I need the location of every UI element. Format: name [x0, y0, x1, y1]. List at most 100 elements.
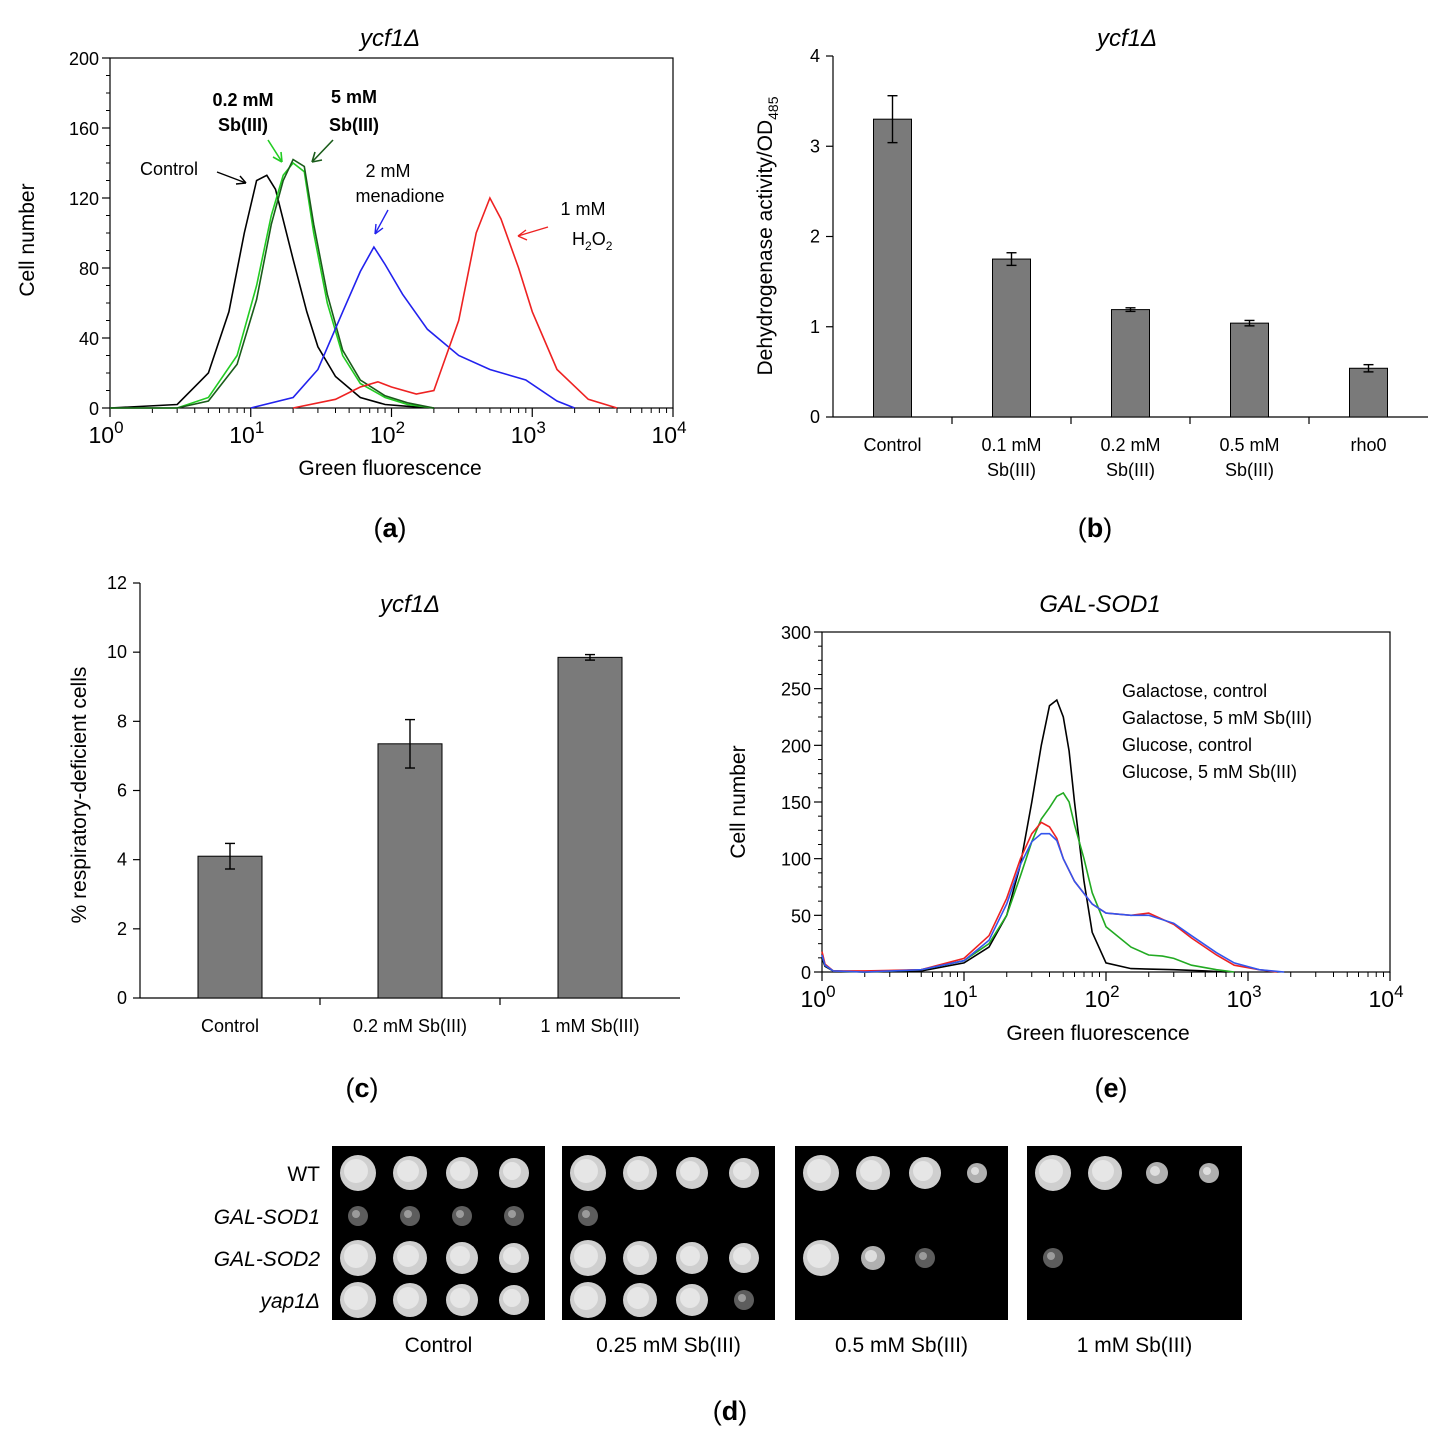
panel-a-letter: a: [382, 513, 398, 543]
y-tick-label: 10: [107, 642, 127, 662]
colony-spot: [1043, 1248, 1063, 1268]
panel-label-e: (e): [1094, 1073, 1127, 1103]
colony-spot-highlight: [574, 1286, 598, 1310]
panel-e-title: GAL-SOD1: [1039, 591, 1160, 618]
arrow-h2o2: [517, 226, 549, 237]
bar: [1349, 367, 1388, 418]
category-label: 0.1 mM: [981, 435, 1041, 455]
colony-spot-highlight: [680, 1288, 700, 1308]
colony-spot: [452, 1206, 472, 1226]
colony-spot-highlight: [919, 1252, 927, 1260]
condition-label: 0.25 mM Sb(III): [596, 1334, 741, 1357]
strain-label: WT: [287, 1163, 320, 1186]
arrowhead-5mM: [311, 151, 323, 163]
panel-c: ycf1Δ 0 2 4 6 8 10 12 Control 0.2 mM Sb(III) 1 m…: [68, 573, 680, 1103]
arrow-0.2mM: [267, 139, 283, 163]
panel-a-xlabel: Green fluorescence: [298, 457, 481, 480]
colony-spot-highlight: [574, 1159, 598, 1183]
arrowhead-menadione: [374, 223, 384, 235]
panel-e: GAL-SOD1 0 50 100 150 200 250 300 100 101 102 103…: [727, 591, 1404, 1103]
category-label: 0.2 mM Sb(III): [353, 1016, 467, 1036]
y-tick-label: 80: [79, 259, 99, 279]
arrowhead-h2o2: [517, 229, 528, 241]
y-tick-label: 120: [69, 189, 99, 209]
series-line-1-mm-h2o2: [292, 196, 618, 409]
y-tick-label: 100: [781, 850, 811, 870]
category-label: Sb(III): [987, 460, 1036, 480]
condition-label: 1 mM Sb(III): [1077, 1334, 1193, 1357]
x-tick-label: 100: [800, 982, 835, 1012]
colony-spot-highlight: [627, 1245, 649, 1267]
bar: [557, 656, 623, 999]
panel-label-b: (b): [1078, 513, 1113, 543]
panel-b-ylabel: Dehydrogenase activity/OD485: [754, 96, 781, 375]
colony-spot-highlight: [733, 1162, 751, 1180]
colony-spot-highlight: [397, 1160, 419, 1182]
panel-b-title: ycf1Δ: [1095, 25, 1157, 52]
panel-a: ycf1Δ 0 40 80 120 160 200 100 101 102 103 104 Gre…: [16, 25, 687, 543]
y-tick-label: 0: [117, 988, 127, 1008]
panel-b-letter: b: [1087, 513, 1104, 543]
category-label: Control: [201, 1016, 259, 1036]
y-tick-label: 200: [69, 49, 99, 69]
y-tick-label: 8: [117, 711, 127, 731]
colony-spot-highlight: [1150, 1166, 1160, 1176]
x-tick-label: 103: [511, 418, 546, 448]
panel-a-close: ): [398, 513, 407, 543]
series-line-glucose-control: [821, 821, 1278, 973]
legend-entry: Galactose, control: [1122, 681, 1267, 701]
colony-spot: [348, 1206, 368, 1226]
y-tick-label: 4: [117, 850, 127, 870]
colony-spot: [578, 1206, 598, 1226]
arrow-control: [216, 171, 247, 184]
panel-a-title: ycf1Δ: [358, 25, 420, 52]
y-tick-label: 0: [810, 407, 820, 427]
colony-spot-highlight: [450, 1288, 470, 1308]
colony-spot-highlight: [344, 1159, 368, 1183]
panel-d-close: ): [738, 1396, 747, 1426]
arrow-5mM: [311, 139, 334, 163]
colony-spot-highlight: [397, 1287, 419, 1309]
colony-spot-highlight: [1039, 1159, 1063, 1183]
colony-spot-highlight: [574, 1244, 598, 1268]
colony-spot: [915, 1248, 935, 1268]
y-tick-label: 1: [810, 317, 820, 337]
panel-b-ylabel-text: Dehydrogenase activity/OD: [754, 120, 777, 376]
h2o2-sub2: 2: [606, 239, 613, 253]
series-line-glucose-5-mm-sb-iii-: [821, 832, 1285, 973]
bar: [992, 258, 1031, 418]
panel-b: ycf1Δ 0 1 2 3 4 Control 0.1 mM Sb(III) 0.2 mM Sb…: [754, 25, 1428, 543]
y-tick-label: 2: [117, 919, 127, 939]
colony-spot-highlight: [508, 1210, 516, 1218]
x-tick-label: 103: [1226, 982, 1261, 1012]
panel-c-ylabel: % respiratory-deficient cells: [68, 667, 91, 924]
arrow-menadione: [374, 209, 389, 235]
panel-a-frame: [109, 57, 674, 409]
colony-spot-highlight: [503, 1162, 521, 1180]
colony-spot-highlight: [680, 1161, 700, 1181]
x-tick-label: 101: [229, 418, 264, 448]
annotation-h2o2-line1: 1 mM: [561, 199, 606, 219]
panel-c-title: ycf1Δ: [378, 591, 440, 618]
category-label: 1 mM Sb(III): [540, 1016, 639, 1036]
colony-spot-highlight: [860, 1160, 882, 1182]
panel-e-open: (: [1094, 1073, 1103, 1103]
panel-label-a: (a): [373, 513, 406, 543]
colony-spot: [400, 1206, 420, 1226]
strain-label: GAL-SOD2: [214, 1248, 321, 1271]
colony-spot-highlight: [582, 1210, 590, 1218]
bar: [197, 855, 263, 999]
panel-e-xlabel: Green fluorescence: [1006, 1022, 1189, 1045]
panel-d-letter: d: [722, 1396, 739, 1426]
colony-spot-highlight: [1047, 1252, 1055, 1260]
annotation-0.2mM-line1: 0.2 mM: [212, 90, 273, 110]
h2o2-h: H: [572, 229, 585, 249]
y-tick-label: 3: [810, 136, 820, 156]
colony-spot-highlight: [627, 1160, 649, 1182]
colony-spot-highlight: [344, 1286, 368, 1310]
y-tick-label: 160: [69, 119, 99, 139]
y-tick-label: 40: [79, 329, 99, 349]
colony-spot: [734, 1290, 754, 1310]
annotation-5mM-line2: Sb(III): [329, 115, 379, 135]
